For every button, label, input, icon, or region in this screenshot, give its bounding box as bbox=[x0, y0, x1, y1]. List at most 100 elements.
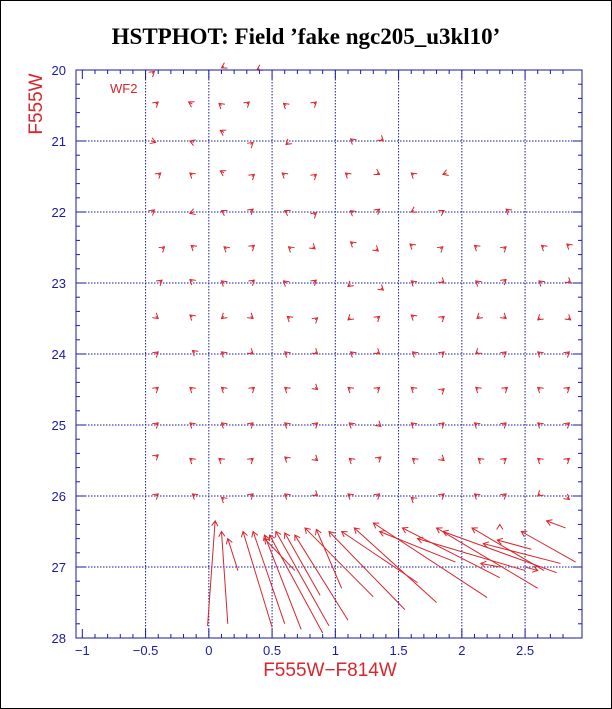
vector-mark bbox=[283, 209, 291, 217]
vector-mark bbox=[438, 209, 445, 217]
vector-mark bbox=[311, 317, 319, 324]
vector-mark bbox=[475, 348, 482, 355]
vector-head bbox=[275, 530, 282, 538]
vector-mark bbox=[284, 532, 321, 596]
vector-head bbox=[243, 101, 251, 108]
vector-head bbox=[220, 209, 228, 217]
vector-shaft bbox=[315, 529, 343, 589]
vector-head bbox=[475, 280, 482, 287]
vector-head bbox=[438, 493, 445, 500]
vector-head bbox=[482, 541, 490, 549]
vector-mark bbox=[496, 537, 532, 550]
vector-shaft bbox=[471, 527, 545, 571]
vector-mark bbox=[268, 534, 324, 634]
x-tick-label: 2.5 bbox=[516, 643, 534, 658]
vector-head bbox=[286, 315, 294, 323]
vector-mark bbox=[287, 246, 295, 253]
vector-head bbox=[149, 137, 157, 145]
vector-shaft bbox=[483, 543, 561, 564]
vector-mark bbox=[353, 527, 437, 603]
vector-head bbox=[563, 493, 571, 501]
vector-head bbox=[520, 530, 528, 537]
vector-shaft bbox=[264, 534, 302, 630]
vector-mark bbox=[536, 457, 544, 465]
vector-mark bbox=[373, 386, 381, 394]
vector-mark bbox=[294, 534, 349, 621]
vector-mark bbox=[247, 493, 254, 500]
vector-head bbox=[538, 280, 545, 287]
vector-mark bbox=[536, 386, 544, 394]
vector-head bbox=[438, 209, 445, 217]
vector-head bbox=[190, 244, 198, 252]
vector-head bbox=[476, 312, 484, 320]
vector-head bbox=[282, 102, 290, 110]
field-annotation: WF2 bbox=[110, 81, 137, 96]
vector-head bbox=[563, 386, 571, 394]
vector-mark bbox=[482, 541, 561, 564]
vector-mark bbox=[282, 280, 290, 287]
vector-mark bbox=[243, 101, 251, 108]
vector-shaft bbox=[524, 566, 538, 572]
vector-mark bbox=[373, 493, 381, 500]
vector-head bbox=[220, 62, 228, 69]
x-tick-label: 1 bbox=[332, 643, 339, 658]
vector-mark bbox=[477, 457, 485, 465]
x-tick-label: −0.5 bbox=[133, 643, 159, 658]
vector-head bbox=[283, 386, 291, 394]
axes bbox=[75, 69, 583, 639]
vector-mark bbox=[348, 422, 356, 429]
vector-head bbox=[496, 537, 504, 545]
vector-mark bbox=[416, 536, 526, 572]
vector-head bbox=[148, 209, 156, 216]
vector-mark bbox=[373, 348, 381, 355]
vector-mark bbox=[248, 173, 256, 181]
vector-head bbox=[348, 422, 356, 429]
vector-mark bbox=[410, 206, 418, 213]
vector-head bbox=[188, 139, 196, 147]
y-tick-label: 23 bbox=[52, 276, 66, 291]
vector-mark bbox=[500, 312, 507, 320]
vector-mark bbox=[377, 284, 385, 291]
vector-head bbox=[378, 530, 386, 537]
vector-head bbox=[304, 527, 311, 534]
tick-labels: −1 −0.5 0 0.5 1 1.5 2 2.5 20 21 22 23 24 25 26 27 28 bbox=[52, 63, 535, 658]
vector-mark bbox=[476, 312, 484, 320]
vector-mark bbox=[500, 493, 507, 500]
vector-shaft bbox=[220, 531, 229, 624]
vector-head bbox=[479, 560, 487, 568]
vector-mark bbox=[536, 490, 544, 497]
vector-head bbox=[311, 422, 319, 429]
vector-mark bbox=[248, 386, 256, 394]
vector-mark bbox=[275, 530, 330, 627]
vector-head bbox=[156, 279, 163, 287]
vector-mark bbox=[349, 138, 357, 145]
vector-head bbox=[283, 351, 291, 358]
vector-head bbox=[220, 351, 228, 358]
vector-head bbox=[349, 209, 357, 217]
vector-head bbox=[536, 314, 544, 321]
vector-mark bbox=[536, 314, 544, 321]
vector-mark bbox=[189, 422, 196, 429]
vector-head bbox=[220, 280, 228, 287]
vector-head bbox=[377, 135, 385, 142]
vector-mark bbox=[188, 208, 196, 216]
vector-head bbox=[152, 101, 159, 108]
vector-shaft bbox=[252, 531, 286, 624]
vector-head bbox=[152, 422, 159, 429]
vector-head bbox=[438, 388, 445, 395]
vector-mark bbox=[247, 141, 254, 149]
vector-mark bbox=[152, 422, 159, 429]
vector-head bbox=[477, 457, 485, 465]
vector-head bbox=[411, 457, 419, 465]
vector-mark bbox=[154, 172, 162, 179]
vector-mark bbox=[441, 169, 449, 177]
vector-head bbox=[248, 244, 256, 252]
vector-mark bbox=[262, 534, 302, 630]
vector-head bbox=[310, 101, 318, 108]
x-tick-label: −1 bbox=[75, 643, 90, 658]
vector-head bbox=[349, 138, 357, 145]
vector-head bbox=[344, 172, 352, 179]
vector-head bbox=[248, 173, 256, 181]
vector-head bbox=[353, 527, 361, 534]
